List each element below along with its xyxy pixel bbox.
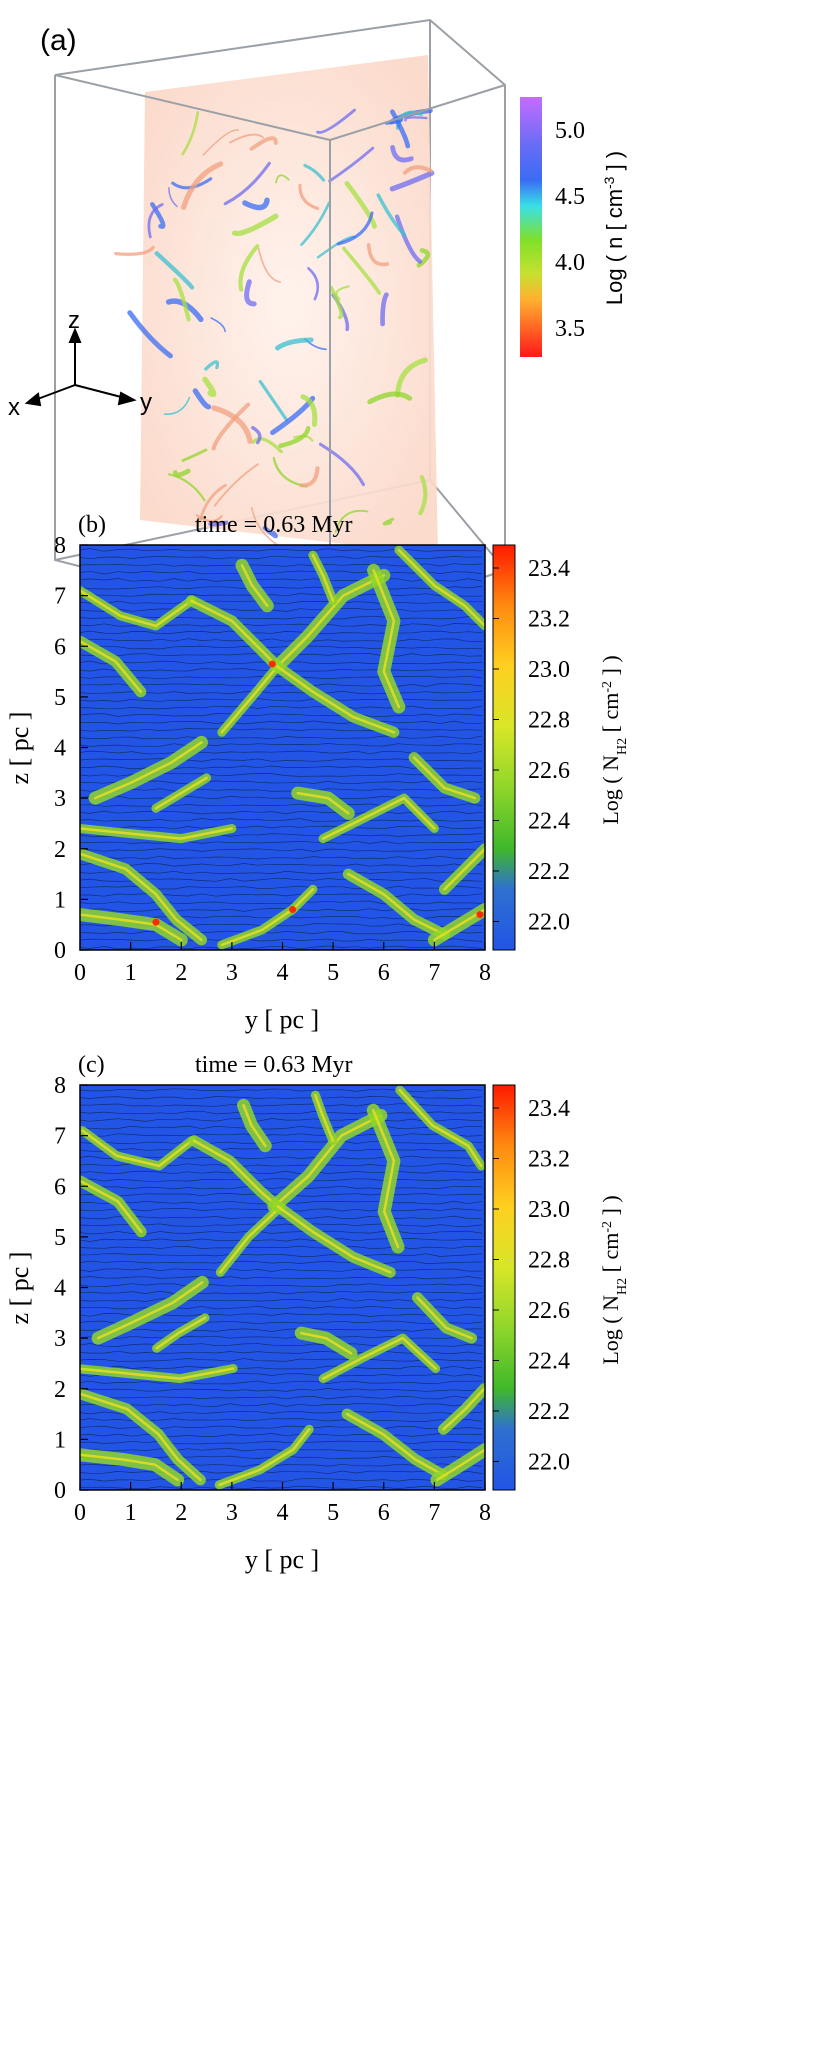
x-tick-label: 1 (125, 960, 137, 986)
y-tick-label: 4 (54, 736, 66, 762)
x-tick-label: 0 (74, 960, 86, 986)
colorbar-a-ticks: 5.0 4.5 4.0 3.5 (555, 118, 585, 342)
colorbar-a (520, 97, 542, 357)
panel-c-figure: (c) time = 0.63 Myr 0 1 2 3 4 5 6 7 8 0 1 2 3 4 5 6 7 8 y… (5, 1052, 630, 1574)
x-tick-label: 1 (125, 1500, 137, 1526)
colorbar-b (492, 544, 516, 951)
colorbar-c-ticks: 23.4 23.2 23.0 22.8 22.6 22.4 22.2 22.0 (493, 1096, 570, 1476)
x-tick-label: 8 (479, 1500, 491, 1526)
panel-b: (b) time = 0.63 Myr 0 1 2 3 4 5 6 7 8 0 1 2 3 4 5 6 7 8 y… (0, 500, 830, 1040)
panel-c: (c) time = 0.63 Myr 0 1 2 3 4 5 6 7 8 0 1 2 3 4 5 6 7 8 y… (0, 1040, 830, 1580)
y-tick-label: 8 (54, 1073, 66, 1099)
y-tick-label: 2 (54, 1377, 66, 1403)
colorbar-tick: 22.6 (528, 1298, 570, 1324)
colorbar-a-tick: 4.0 (555, 250, 585, 276)
filaments-b (80, 545, 485, 950)
y-tick-label: 0 (54, 938, 66, 964)
colorbar-tick: 23.4 (528, 1096, 570, 1122)
y-tick-label: 1 (54, 1427, 66, 1453)
x-tick-label: 6 (378, 960, 390, 986)
colorbar-b-ticks: 23.4 23.2 23.0 22.8 22.6 22.4 22.2 22.0 (493, 556, 570, 936)
colorbar-b-title: Log ( NH2 [ cm-2 ] ) (598, 655, 630, 824)
y-tick-label: 1 (54, 887, 66, 913)
y-tick-label: 3 (54, 1326, 66, 1352)
colorbar-tick: 22.4 (528, 809, 570, 835)
axis-y-label: y (140, 389, 152, 416)
x-tick-label: 2 (175, 1500, 187, 1526)
y-tick-label: 4 (54, 1276, 66, 1302)
y-tick-label: 8 (54, 533, 66, 559)
colorbar-tick: 23.0 (528, 1197, 570, 1223)
panel-b-figure: (b) time = 0.63 Myr 0 1 2 3 4 5 6 7 8 0 1 2 3 4 5 6 7 8 y… (5, 512, 630, 1034)
column-density-map-b (80, 545, 485, 950)
colorbar-tick: 23.2 (528, 607, 570, 633)
panel-b-ylabel: z [ pc ] (5, 712, 34, 785)
colorbar-c (492, 1084, 516, 1491)
y-tick-label: 7 (54, 584, 66, 610)
y-tick-label: 3 (54, 786, 66, 812)
panel-b-label: (b) (78, 512, 106, 538)
y-tick-label: 5 (54, 685, 66, 711)
y-tick-label: 2 (54, 837, 66, 863)
x-tick-label: 5 (327, 960, 339, 986)
x-tick-label: 7 (428, 1500, 440, 1526)
panel-c-label: (c) (78, 1052, 105, 1078)
colorbar-tick: 22.4 (528, 1349, 570, 1375)
panel-c-time: time = 0.63 Myr (195, 1052, 353, 1078)
axis-z-label: z (68, 307, 80, 334)
colorbar-a-tick: 5.0 (555, 118, 585, 144)
panel-c-ylabel: z [ pc ] (5, 1252, 34, 1325)
colorbar-a-tick: 4.5 (555, 184, 585, 210)
panel-c-xlabel: y [ pc ] (245, 1545, 319, 1574)
filaments-c (80, 1085, 485, 1490)
colorbar-tick: 23.2 (528, 1147, 570, 1173)
y-tick-label: 6 (54, 1174, 66, 1200)
x-tick-label: 0 (74, 1500, 86, 1526)
panel-b-xlabel: y [ pc ] (245, 1005, 319, 1034)
colorbar-tick: 22.8 (528, 708, 570, 734)
colorbar-tick: 23.0 (528, 657, 570, 683)
y-tick-label: 0 (54, 1478, 66, 1504)
column-density-map-c (80, 1085, 485, 1490)
x-tick-label: 8 (479, 960, 491, 986)
panel-a-label: (a) (40, 24, 77, 57)
colorbar-a-tick: 3.5 (555, 316, 585, 342)
colorbar-tick: 22.8 (528, 1248, 570, 1274)
y-tick-label: 5 (54, 1225, 66, 1251)
colorbar-tick: 22.2 (528, 1399, 570, 1425)
x-tick-label: 6 (378, 1500, 390, 1526)
colorbar-tick: 22.2 (528, 859, 570, 885)
y-tick-label: 7 (54, 1124, 66, 1150)
x-tick-label: 5 (327, 1500, 339, 1526)
axes-c: 0 1 2 3 4 5 6 7 8 0 1 2 3 4 5 6 7 8 (54, 1073, 491, 1526)
axis-triad (24, 327, 137, 407)
x-tick-label: 4 (277, 960, 289, 986)
colorbar-tick: 23.4 (528, 556, 570, 582)
x-tick-label: 3 (226, 960, 238, 986)
panel-a-figure: (a) z x y 5.0 4.5 4.0 3.5 Log ( n [ cm-3 ] … (8, 18, 627, 632)
density-volume (114, 55, 438, 555)
x-tick-label: 7 (428, 960, 440, 986)
panel-b-time: time = 0.63 Myr (195, 512, 353, 538)
colorbar-c-title: Log ( NH2 [ cm-2 ] ) (598, 1195, 630, 1364)
axes-b: 0 1 2 3 4 5 6 7 8 0 1 2 3 4 5 6 7 8 (54, 533, 491, 986)
colorbar-tick: 22.0 (528, 1450, 570, 1476)
x-tick-label: 2 (175, 960, 187, 986)
colorbar-tick: 22.0 (528, 910, 570, 936)
y-tick-label: 6 (54, 634, 66, 660)
colorbar-tick: 22.6 (528, 758, 570, 784)
axis-x-label: x (8, 394, 20, 421)
colorbar-a-title: Log ( n [ cm-3 ] ) (601, 151, 627, 305)
x-tick-label: 3 (226, 1500, 238, 1526)
x-tick-label: 4 (277, 1500, 289, 1526)
panel-a: (a) z x y 5.0 4.5 4.0 3.5 Log ( n [ cm-3 ] … (0, 0, 830, 650)
